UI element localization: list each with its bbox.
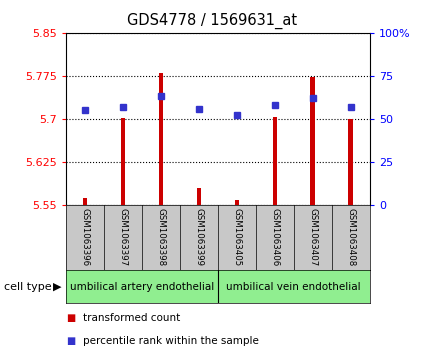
Text: umbilical artery endothelial: umbilical artery endothelial <box>70 282 214 292</box>
Bar <box>121 118 125 205</box>
Text: GSM1063405: GSM1063405 <box>232 208 241 266</box>
Text: GSM1063397: GSM1063397 <box>118 208 127 266</box>
Text: GSM1063406: GSM1063406 <box>270 208 279 266</box>
Bar <box>348 119 353 205</box>
Text: GSM1063408: GSM1063408 <box>346 208 355 266</box>
Text: GDS4778 / 1569631_at: GDS4778 / 1569631_at <box>128 13 298 29</box>
Text: ■: ■ <box>66 336 75 346</box>
Bar <box>159 73 163 205</box>
Text: umbilical vein endothelial: umbilical vein endothelial <box>227 282 361 292</box>
Text: percentile rank within the sample: percentile rank within the sample <box>83 336 259 346</box>
Text: ▶: ▶ <box>53 282 62 292</box>
Bar <box>235 200 239 205</box>
Text: GSM1063399: GSM1063399 <box>194 208 203 266</box>
Text: transformed count: transformed count <box>83 313 180 323</box>
Text: GSM1063398: GSM1063398 <box>156 208 165 266</box>
Bar <box>196 188 201 205</box>
Bar <box>311 77 315 205</box>
Text: cell type: cell type <box>4 282 52 292</box>
Text: ■: ■ <box>66 313 75 323</box>
Text: GSM1063396: GSM1063396 <box>80 208 89 266</box>
Bar <box>82 197 87 205</box>
Text: GSM1063407: GSM1063407 <box>308 208 317 266</box>
Bar <box>272 117 277 205</box>
